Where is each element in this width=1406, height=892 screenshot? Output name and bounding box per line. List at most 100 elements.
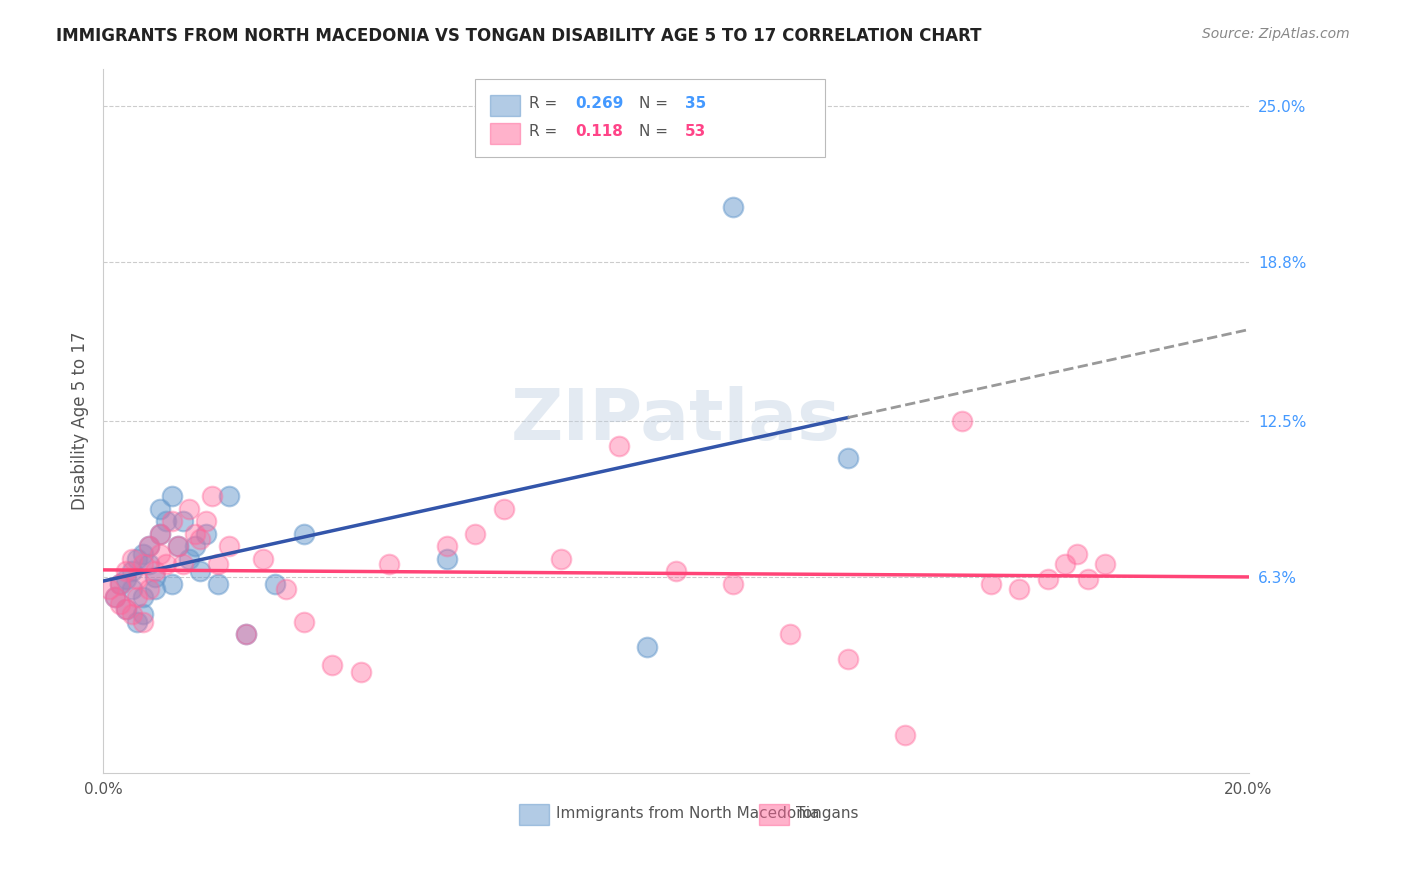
Text: Source: ZipAtlas.com: Source: ZipAtlas.com [1202,27,1350,41]
Point [172,514,194,528]
Point [252,552,274,566]
Point [138,557,160,571]
Point [160,577,183,591]
Text: 0.269: 0.269 [575,95,623,111]
Point [115,602,138,616]
Point [550,552,572,566]
Point [1066,547,1088,561]
Point [121,565,143,579]
Point [143,582,166,596]
Point [143,569,166,583]
Point [1054,557,1077,571]
Point [235,627,257,641]
Point [115,565,138,579]
Point [837,451,859,466]
Point [149,526,172,541]
Point [110,577,132,591]
Point [207,577,229,591]
FancyBboxPatch shape [519,804,548,825]
Point [138,539,160,553]
Point [980,577,1002,591]
Point [950,414,973,428]
Point [1094,557,1116,571]
Point [149,501,172,516]
Point [149,526,172,541]
Point [160,489,183,503]
Point [160,514,183,528]
Point [166,539,188,553]
Point [132,547,155,561]
Point [155,514,177,528]
Point [143,565,166,579]
Point [636,640,658,654]
Point [132,607,155,622]
Point [103,590,125,604]
Point [721,577,744,591]
Point [132,590,155,604]
Text: R =: R = [529,124,567,139]
Point [115,572,138,586]
Point [350,665,373,679]
Text: Tongans: Tongans [796,806,859,821]
Text: N =: N = [640,95,673,111]
Point [235,627,257,641]
Point [172,557,194,571]
Text: N =: N = [640,124,673,139]
Point [97,582,120,596]
Y-axis label: Disability Age 5 to 17: Disability Age 5 to 17 [72,331,89,510]
Point [166,539,188,553]
Point [115,602,138,616]
FancyBboxPatch shape [759,804,789,825]
Text: Immigrants from North Macedonia: Immigrants from North Macedonia [555,806,820,821]
Text: IMMIGRANTS FROM NORTH MACEDONIA VS TONGAN DISABILITY AGE 5 TO 17 CORRELATION CHA: IMMIGRANTS FROM NORTH MACEDONIA VS TONGA… [56,27,981,45]
Point [207,557,229,571]
Point [195,514,218,528]
Point [665,565,688,579]
Point [184,526,207,541]
Point [184,539,207,553]
Point [276,582,298,596]
Point [436,539,458,553]
Point [190,532,212,546]
Point [132,615,155,629]
Point [110,577,132,591]
Point [436,552,458,566]
Point [264,577,287,591]
Point [292,615,315,629]
FancyBboxPatch shape [491,95,520,116]
Point [607,439,630,453]
Point [127,590,149,604]
Point [110,597,132,611]
Point [779,627,801,641]
Point [464,526,486,541]
Point [721,200,744,214]
Point [218,539,240,553]
Point [837,652,859,666]
Text: ZIPatlas: ZIPatlas [510,386,841,455]
Point [127,552,149,566]
Point [492,501,515,516]
Point [138,539,160,553]
Point [121,607,143,622]
Point [132,557,155,571]
Point [149,547,172,561]
Point [177,501,200,516]
Point [121,582,143,596]
Point [155,557,177,571]
Point [894,728,917,742]
Text: R =: R = [529,95,562,111]
Point [378,557,401,571]
Point [195,526,218,541]
Point [127,615,149,629]
Point [292,526,315,541]
Point [177,552,200,566]
Point [218,489,240,503]
Point [103,590,125,604]
Point [190,565,212,579]
Point [1008,582,1031,596]
Text: 0.118: 0.118 [575,124,623,139]
Point [321,657,343,672]
Point [138,582,160,596]
Point [1036,572,1059,586]
Point [1077,572,1099,586]
